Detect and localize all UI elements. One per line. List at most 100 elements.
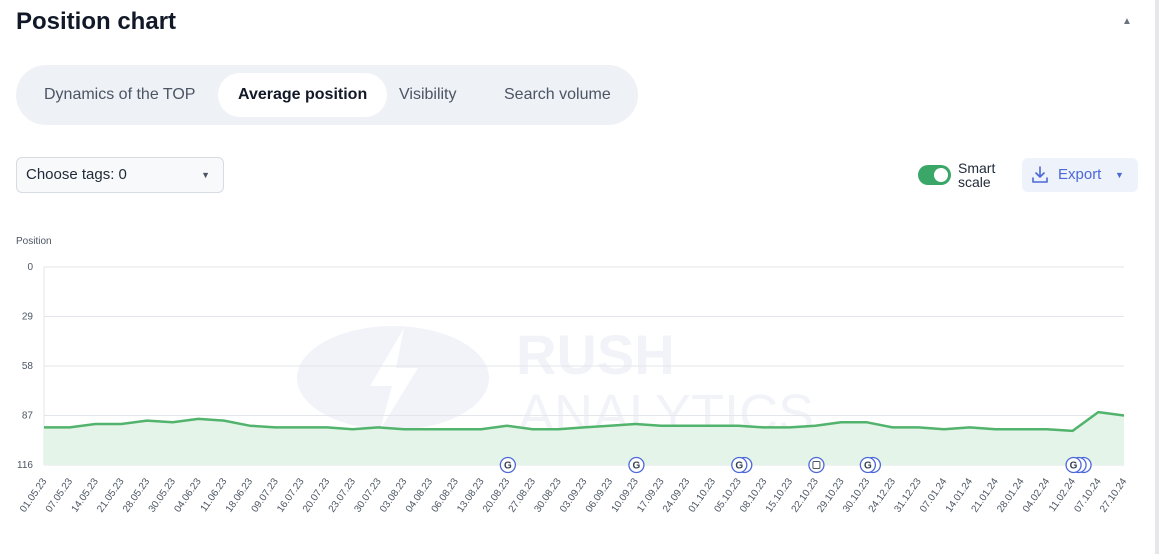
google-update-icon: G [504, 461, 512, 472]
data-point[interactable] [89, 418, 101, 430]
data-point[interactable] [244, 420, 256, 432]
x-tick-label: 27.10.24 [1098, 476, 1130, 515]
data-point[interactable] [424, 423, 436, 435]
data-point[interactable] [989, 423, 1001, 435]
export-button[interactable]: Export ▼ [1022, 158, 1138, 192]
tab-search-volume[interactable]: Search volume [504, 86, 611, 103]
data-point[interactable] [1092, 406, 1104, 418]
data-point[interactable] [1015, 423, 1027, 435]
data-point[interactable] [578, 421, 590, 433]
choose-tags-label: Choose tags: 0 [26, 166, 127, 183]
data-point[interactable] [38, 421, 50, 433]
smart-scale-label-line2: scale [958, 174, 991, 190]
data-point[interactable] [347, 423, 359, 435]
data-point[interactable] [141, 415, 153, 427]
smart-scale-label: Smart scale [958, 161, 1008, 189]
y-tick-label: 58 [22, 361, 34, 372]
note-marker[interactable] [808, 456, 825, 474]
data-point[interactable] [912, 421, 924, 433]
data-point[interactable] [964, 421, 976, 433]
marker-circle [628, 456, 645, 474]
tab-average-position[interactable]: Average position [218, 73, 388, 117]
google-update-marker[interactable]: G [731, 456, 753, 474]
scrollbar[interactable] [1155, 0, 1159, 554]
data-point[interactable] [192, 413, 204, 425]
data-point[interactable] [887, 421, 899, 433]
smart-scale-label-line1: Smart [958, 160, 996, 176]
data-point[interactable] [295, 421, 307, 433]
data-point[interactable] [449, 423, 461, 435]
data-point[interactable] [167, 416, 179, 428]
data-point[interactable] [758, 421, 770, 433]
note-icon [812, 461, 821, 469]
x-axis: 01.05.2307.05.2314.05.2321.05.2328.05.23… [18, 476, 1130, 515]
data-point[interactable] [501, 420, 513, 432]
data-point[interactable] [552, 423, 564, 435]
google-update-icon: G [735, 461, 743, 472]
marker-circle [1065, 456, 1082, 474]
data-point[interactable] [784, 421, 796, 433]
data-point[interactable] [1041, 423, 1053, 435]
toggle-knob [934, 168, 948, 182]
download-icon [1032, 166, 1048, 183]
chevron-up-icon[interactable]: ▲ [1122, 16, 1132, 27]
page-title-text: Position chart [16, 8, 177, 35]
google-update-icon: G [864, 461, 872, 472]
series-area [38, 406, 1130, 465]
data-point[interactable] [527, 423, 539, 435]
data-point[interactable] [809, 420, 821, 432]
data-point[interactable] [64, 421, 76, 433]
watermark-text-1: RUSH [516, 323, 675, 386]
data-point[interactable] [398, 423, 410, 435]
y-axis-title: Position [16, 236, 52, 247]
data-point[interactable] [372, 421, 384, 433]
y-tick-label: 29 [22, 312, 34, 323]
data-point[interactable] [681, 420, 693, 432]
series-area-fill [44, 412, 1124, 465]
data-point[interactable] [218, 415, 230, 427]
smart-scale-toggle[interactable] [918, 165, 951, 185]
section-header: Position chart [16, 8, 177, 36]
caret-down-icon: ▼ [1115, 170, 1124, 180]
export-label: Export [1058, 166, 1102, 183]
marker-circle [731, 456, 748, 474]
data-point[interactable] [938, 423, 950, 435]
marker-circle [808, 456, 825, 474]
google-update-marker[interactable]: G [1065, 456, 1092, 474]
tab-dynamics-of-the-top[interactable]: Dynamics of the TOP [44, 86, 196, 103]
data-point[interactable] [475, 423, 487, 435]
google-update-marker[interactable]: G [859, 456, 882, 474]
caret-down-icon: ▼ [201, 170, 210, 180]
data-point[interactable] [655, 420, 667, 432]
google-update-marker[interactable]: G [628, 456, 645, 474]
data-point[interactable] [604, 420, 616, 432]
choose-tags-select[interactable]: Choose tags: 0 ▼ [16, 157, 224, 193]
marker-circle [859, 456, 877, 474]
data-point[interactable] [629, 418, 641, 430]
watermark-eye-icon [297, 326, 489, 430]
data-point[interactable] [732, 420, 744, 432]
y-tick-label: 0 [27, 262, 33, 273]
marker-circle [499, 456, 517, 474]
chart-tabs: Dynamics of the TOP Average position Vis… [16, 65, 638, 125]
google-update-marker[interactable]: G [499, 456, 517, 474]
data-point[interactable] [861, 416, 873, 428]
google-update-icon: G [633, 461, 641, 472]
data-point[interactable] [269, 421, 281, 433]
data-point[interactable] [115, 418, 127, 430]
data-point[interactable] [1067, 425, 1079, 437]
watermark-bolt-icon [370, 328, 418, 430]
google-update-icon: G [1070, 461, 1078, 472]
series-line [44, 410, 1125, 433]
data-point[interactable] [707, 420, 719, 432]
page-title: Position chart [16, 8, 177, 36]
y-tick-label: 116 [17, 460, 33, 471]
data-point[interactable] [321, 421, 333, 433]
data-point[interactable] [1118, 410, 1130, 422]
tab-visibility[interactable]: Visibility [399, 86, 457, 103]
y-tick-label: 87 [22, 411, 34, 422]
data-point[interactable] [835, 416, 847, 428]
